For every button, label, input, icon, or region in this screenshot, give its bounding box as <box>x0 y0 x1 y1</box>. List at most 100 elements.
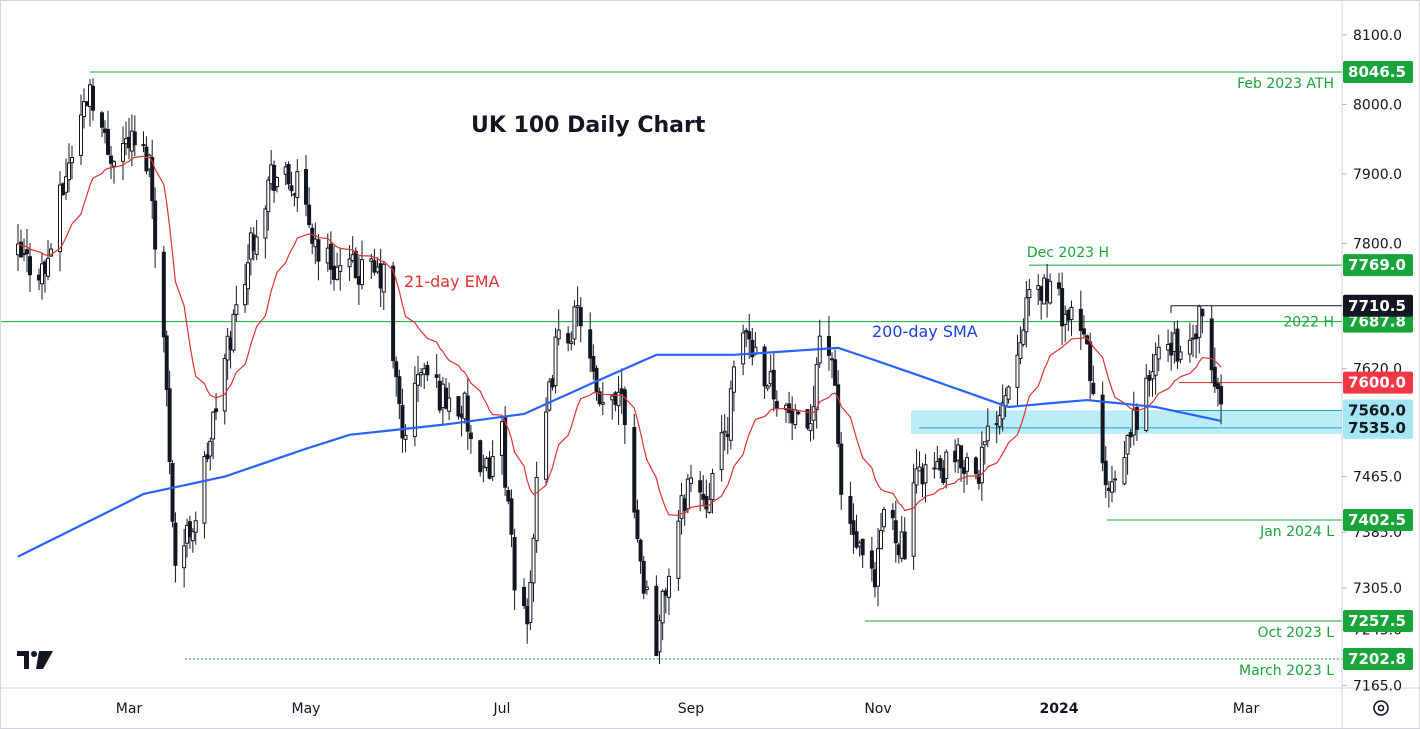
candle-body <box>67 162 71 181</box>
candle-body <box>214 408 219 413</box>
price-badge-value: 7600.0 <box>1348 374 1406 392</box>
candle-body <box>503 417 508 488</box>
candle-body <box>1153 354 1158 376</box>
candle-body <box>616 391 621 407</box>
candle-body <box>747 331 752 340</box>
candle-body <box>481 465 486 469</box>
candle-body <box>440 383 445 408</box>
level-badge-value: 7687.8 <box>1348 313 1406 331</box>
candle-body <box>728 388 733 441</box>
candle-body <box>1000 402 1005 420</box>
candle-body <box>211 411 216 440</box>
candle-body <box>70 157 74 164</box>
candle-body <box>710 472 715 501</box>
candle-body <box>316 239 321 262</box>
candle-body <box>193 520 198 533</box>
candle-body <box>719 432 724 471</box>
candle-body <box>490 456 495 477</box>
candle-body <box>762 346 767 387</box>
candle-body <box>1091 382 1096 395</box>
support-zone-band <box>911 410 1342 434</box>
candle-body <box>266 179 271 213</box>
candle-body <box>231 313 236 351</box>
ema-line <box>17 155 1222 516</box>
candle-body <box>397 376 402 405</box>
price-badge <box>1343 399 1413 422</box>
candle-body <box>1191 337 1196 340</box>
candle-body <box>338 265 343 272</box>
candle-body <box>1219 386 1224 405</box>
support-zone <box>911 409 1342 434</box>
sma-line <box>17 346 1222 558</box>
candle-body <box>869 550 874 569</box>
candle-body <box>173 522 178 566</box>
candle-body <box>46 257 50 277</box>
candle-body <box>462 392 467 420</box>
y-tick-label: 7165.0 <box>1353 678 1402 694</box>
y-tick-label: 7900.0 <box>1353 167 1402 183</box>
candle-body <box>1194 333 1199 340</box>
candle-body <box>1048 280 1053 304</box>
candle-body <box>588 329 593 359</box>
candle-body <box>1109 481 1114 493</box>
candle-body <box>170 462 175 522</box>
price-badge-value: 7560.0 <box>1348 401 1406 419</box>
candle-body <box>741 332 746 365</box>
candle-body <box>556 329 561 340</box>
candle-body <box>1113 478 1118 481</box>
candle-body <box>332 265 336 280</box>
candle-body <box>391 265 396 362</box>
candle-body <box>28 256 32 276</box>
candle-body <box>979 446 984 484</box>
candle-body <box>666 575 671 598</box>
candle-body <box>419 372 424 376</box>
level-badge <box>1343 648 1413 670</box>
candle-body <box>1006 386 1011 400</box>
candle-body <box>378 263 383 289</box>
x-tick-label: Nov <box>864 701 891 717</box>
level-badge <box>1343 61 1413 83</box>
candle-body <box>19 241 23 258</box>
candles <box>16 78 1224 665</box>
candle-body <box>121 142 125 162</box>
candle-body <box>682 498 687 511</box>
candle-body <box>676 520 681 579</box>
candle-body <box>1200 308 1205 317</box>
candle-body <box>79 114 83 156</box>
candle-body <box>744 330 749 333</box>
candle-body <box>325 247 330 264</box>
candle-body <box>434 374 439 378</box>
candle-body <box>1175 328 1180 362</box>
candle-body <box>1027 288 1032 299</box>
candle-body <box>768 371 773 385</box>
price-badge <box>1343 416 1413 439</box>
candle-body <box>997 415 1002 428</box>
candle-body <box>833 359 838 386</box>
price-badge <box>1343 294 1413 317</box>
candle-body <box>660 590 665 624</box>
price-badges: 8046.5 7769.0 7687.8 7402.5 7257.5 7202.8 7710… <box>1343 61 1413 670</box>
candle-body <box>437 380 442 411</box>
candle-body <box>1024 297 1029 333</box>
candle-body <box>58 184 62 253</box>
candle-body <box>1057 282 1061 289</box>
ema-label: 21-day EMA <box>404 272 500 291</box>
candle-body <box>765 385 770 389</box>
candle-body <box>222 358 227 412</box>
candle-body <box>698 480 703 493</box>
candle-body <box>701 493 706 500</box>
sma-label: 200-day SMA <box>872 322 978 341</box>
gear-icon[interactable] <box>1373 700 1389 716</box>
candle-body <box>811 406 816 421</box>
candle-body <box>335 266 340 280</box>
candle-body <box>610 395 615 401</box>
candle-body <box>547 381 552 411</box>
candle-body <box>860 538 865 556</box>
x-axis[interactable]: Mar May Jul Sep Nov 2024 Mar <box>116 701 1260 717</box>
candle-body <box>487 457 492 479</box>
candle-body <box>632 427 637 513</box>
tradingview-logo[interactable] <box>17 651 53 669</box>
y-axis[interactable]: 8100.08000.07900.07800.07620.07465.07385… <box>1342 28 1402 695</box>
